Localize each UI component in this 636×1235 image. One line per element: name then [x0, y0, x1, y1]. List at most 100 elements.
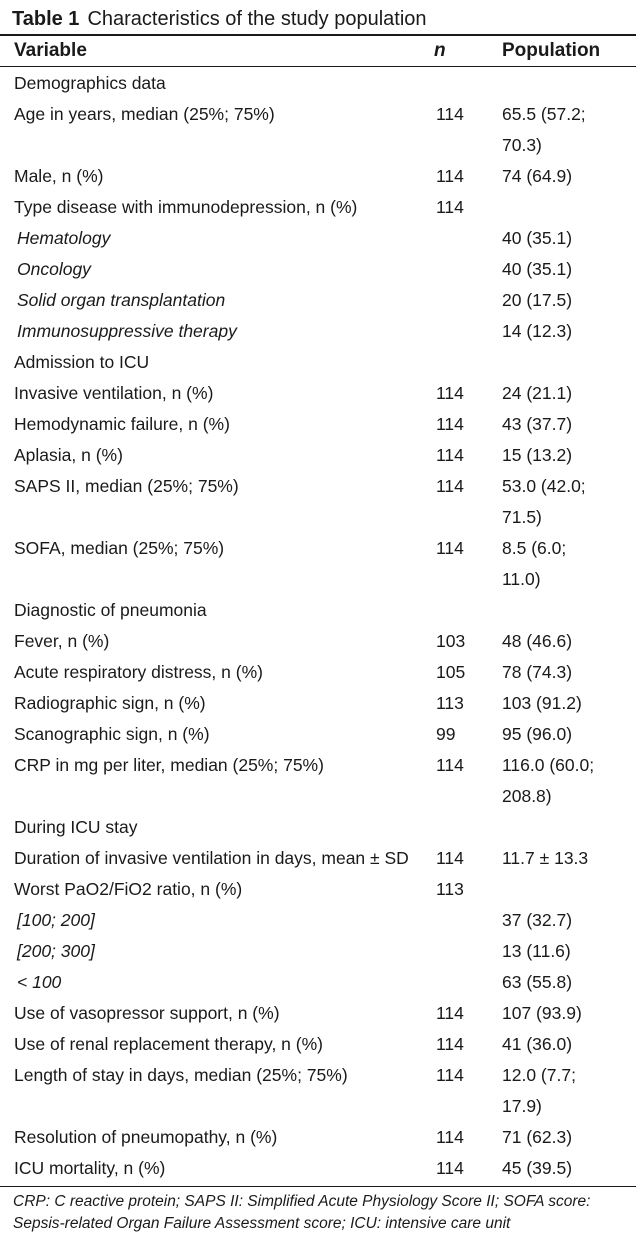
- header-row: Variable n Population: [0, 36, 636, 67]
- characteristics-table: Variable n Population Demographics data A…: [0, 36, 636, 1184]
- variable-cell: Scanographic sign, n (%): [14, 724, 210, 744]
- variable-cell: < 100: [17, 972, 62, 992]
- n-cell: [425, 967, 502, 998]
- top-rule: [0, 34, 636, 36]
- n-cell: 114: [436, 538, 464, 558]
- variable-cell: CRP in mg per liter, median (25%; 75%): [14, 755, 324, 775]
- variable-cell: Aplasia, n (%): [14, 445, 123, 465]
- variable-cell: Use of vasopressor support, n (%): [14, 1003, 280, 1023]
- variable-cell: [200; 300]: [17, 941, 95, 961]
- variable-cell: SOFA, median (25%; 75%): [14, 538, 225, 558]
- n-cell: [425, 254, 502, 285]
- table-row: Resolution of pneumopathy, n (%) 114 71 (6…: [0, 1122, 636, 1153]
- table-caption: Characteristics of the study population: [87, 8, 427, 30]
- table-footnote: CRP: C reactive protein; SAPS II: Simpli…: [13, 1193, 591, 1232]
- variable-cell: Immunosuppressive therapy: [17, 321, 237, 341]
- population-cell: 63 (55.8): [502, 972, 573, 992]
- population-cell: 103 (91.2): [502, 693, 582, 713]
- table-row: Solid organ transplantation 20 (17.5): [0, 285, 636, 316]
- population-cell: 40 (35.1): [502, 228, 573, 248]
- n-cell: 114: [436, 197, 464, 217]
- table-row: CRP in mg per liter, median (25%; 75%) 11…: [0, 750, 636, 812]
- section-row: Demographics data: [0, 67, 636, 100]
- table-row: Scanographic sign, n (%) 99 95 (96.0): [0, 719, 636, 750]
- n-cell: [425, 936, 502, 967]
- table-row: Hemodynamic failure, n (%) 114 43 (37.7): [0, 409, 636, 440]
- population-cell: 95 (96.0): [502, 724, 573, 744]
- population-cell: 20 (17.5): [502, 290, 573, 310]
- n-cell: 99: [436, 724, 456, 744]
- variable-cell: Duration of invasive ventilation in days…: [14, 848, 409, 868]
- population-cell: [502, 874, 636, 905]
- population-cell: [502, 67, 636, 100]
- variable-cell: Use of renal replacement therapy, n (%): [14, 1034, 323, 1054]
- table-row: SAPS II, median (25%; 75%) 114 53.0 (42.0;…: [0, 471, 636, 533]
- variable-cell: ICU mortality, n (%): [14, 1158, 166, 1178]
- table-row: Fever, n (%) 103 48 (46.6): [0, 626, 636, 657]
- n-cell: 114: [436, 1034, 464, 1054]
- population-cell: 53.0 (42.0; 71.5): [502, 476, 586, 527]
- n-cell: 114: [436, 166, 464, 186]
- population-cell: 71 (62.3): [502, 1127, 573, 1147]
- bottom-rule: [0, 1186, 636, 1187]
- table-title: Table 1 Characteristics of the study popu…: [0, 6, 636, 32]
- n-cell: [425, 812, 502, 843]
- table-row: Radiographic sign, n (%) 113 103 (91.2): [0, 688, 636, 719]
- table-row: [100; 200] 37 (32.7): [0, 905, 636, 936]
- population-cell: 78 (74.3): [502, 662, 573, 682]
- population-cell: 8.5 (6.0; 11.0): [502, 538, 567, 589]
- variable-cell: Demographics data: [14, 73, 166, 93]
- population-cell: 74 (64.9): [502, 166, 573, 186]
- variable-cell: SAPS II, median (25%; 75%): [14, 476, 239, 496]
- population-cell: 43 (37.7): [502, 414, 573, 434]
- population-cell: [502, 192, 636, 223]
- n-cell: 114: [436, 445, 464, 465]
- n-cell: [425, 595, 502, 626]
- variable-cell: Fever, n (%): [14, 631, 110, 651]
- n-cell: 114: [436, 414, 464, 434]
- table-row: SOFA, median (25%; 75%) 114 8.5 (6.0; 11.0…: [0, 533, 636, 595]
- variable-cell: Worst PaO2/FiO2 ratio, n (%): [14, 879, 243, 899]
- variable-cell: Type disease with immunodepression, n (%…: [14, 197, 358, 217]
- table-row: [200; 300] 13 (11.6): [0, 936, 636, 967]
- section-row: Diagnostic of pneumonia: [0, 595, 636, 626]
- variable-cell: During ICU stay: [14, 817, 138, 837]
- variable-cell: Acute respiratory distress, n (%): [14, 662, 263, 682]
- population-cell: 65.5 (57.2; 70.3): [502, 104, 586, 155]
- variable-cell: Diagnostic of pneumonia: [14, 600, 207, 620]
- variable-cell: Hemodynamic failure, n (%): [14, 414, 230, 434]
- population-cell: 41 (36.0): [502, 1034, 573, 1054]
- column-header-variable: Variable: [14, 40, 87, 61]
- variable-cell: Resolution of pneumopathy, n (%): [14, 1127, 278, 1147]
- n-cell: [425, 905, 502, 936]
- population-cell: 45 (39.5): [502, 1158, 573, 1178]
- table-row: Use of renal replacement therapy, n (%) 1…: [0, 1029, 636, 1060]
- table-row: Male, n (%) 114 74 (64.9): [0, 161, 636, 192]
- population-cell: 40 (35.1): [502, 259, 573, 279]
- population-cell: [502, 347, 636, 378]
- table-body: Demographics data Age in years, median (2…: [0, 67, 636, 1185]
- n-cell: [425, 347, 502, 378]
- n-cell: 105: [436, 662, 466, 682]
- variable-cell: Length of stay in days, median (25%; 75%…: [14, 1065, 348, 1085]
- n-cell: 113: [436, 693, 464, 713]
- variable-cell: Oncology: [17, 259, 91, 279]
- n-cell: [425, 67, 502, 100]
- variable-cell: Invasive ventilation, n (%): [14, 383, 214, 403]
- table-row: Acute respiratory distress, n (%) 105 78 (…: [0, 657, 636, 688]
- n-cell: [425, 285, 502, 316]
- n-cell: 114: [436, 1065, 464, 1085]
- table-row: Type disease with immunodepression, n (%…: [0, 192, 636, 223]
- n-cell: [425, 223, 502, 254]
- n-cell: 114: [436, 476, 464, 496]
- population-cell: 13 (11.6): [502, 941, 571, 961]
- variable-cell: Male, n (%): [14, 166, 104, 186]
- table-row: Invasive ventilation, n (%) 114 24 (21.1): [0, 378, 636, 409]
- n-cell: 114: [436, 755, 464, 775]
- variable-cell: Solid organ transplantation: [17, 290, 226, 310]
- n-cell: 113: [436, 879, 464, 899]
- variable-cell: Age in years, median (25%; 75%): [14, 104, 275, 124]
- population-cell: 116.0 (60.0; 208.8): [502, 755, 595, 806]
- population-cell: [502, 812, 636, 843]
